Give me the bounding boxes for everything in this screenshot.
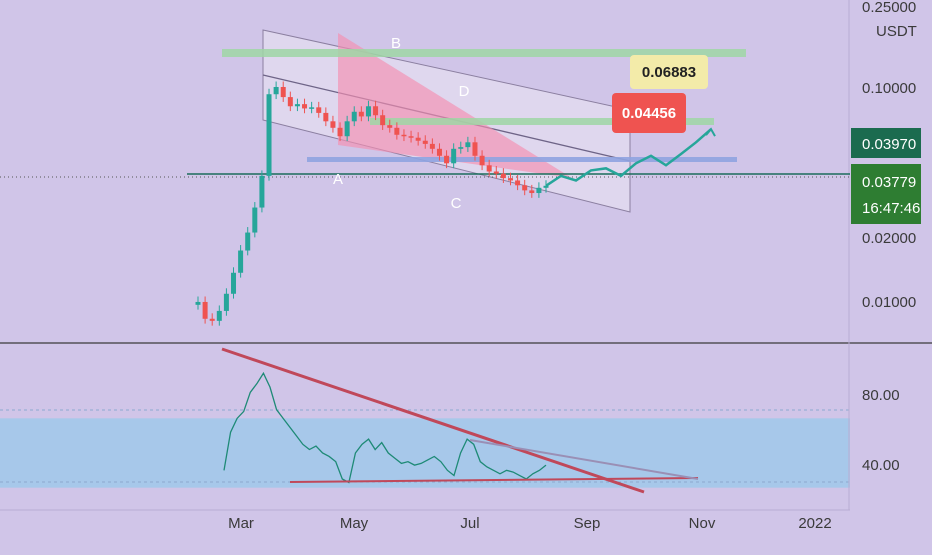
candle-body[interactable]	[472, 142, 478, 156]
candle-body[interactable]	[529, 190, 535, 194]
candle-body[interactable]	[309, 107, 315, 109]
time-label-jul: Jul	[460, 515, 479, 532]
time-label-sep: Sep	[574, 515, 601, 532]
rsi-resistance-trendline[interactable]	[221, 347, 645, 494]
candle-body[interactable]	[451, 148, 457, 164]
rsi-support-trendline[interactable]	[289, 477, 699, 483]
candle-body[interactable]	[323, 112, 329, 122]
time-label-nov: Nov	[689, 515, 716, 532]
candle-body[interactable]	[422, 140, 428, 144]
current-price-value: 0.03970	[862, 136, 916, 153]
rsi-line[interactable]	[223, 371, 547, 484]
candle-body[interactable]	[223, 293, 229, 311]
price-tick-0: 0.25000	[862, 0, 916, 16]
target-low-value: 0.04456	[622, 105, 676, 122]
candles	[195, 81, 549, 326]
target-label-low[interactable]: 0.04456	[612, 93, 686, 133]
candle-body[interactable]	[429, 143, 435, 149]
candle-body[interactable]	[465, 142, 471, 148]
candle-body[interactable]	[493, 171, 499, 174]
time-label-2022: 2022	[798, 515, 831, 532]
candle-body[interactable]	[266, 94, 272, 176]
candle-body[interactable]	[351, 111, 357, 122]
candle-body[interactable]	[216, 310, 222, 321]
candle-body[interactable]	[436, 148, 442, 156]
candle-body[interactable]	[500, 173, 506, 179]
support-band-blue[interactable]	[307, 157, 737, 162]
last-price-value: 0.03779	[862, 174, 916, 191]
candle-body[interactable]	[415, 137, 421, 141]
last-price-badge[interactable]: 0.03779 16:47:46	[851, 164, 921, 224]
projection-arrowhead	[705, 127, 716, 137]
candle-body[interactable]	[543, 185, 549, 188]
candle-body[interactable]	[387, 125, 393, 128]
resistance-band-top[interactable]	[222, 49, 746, 57]
projection-path[interactable]	[545, 128, 712, 187]
wave-label-c[interactable]: C	[451, 195, 462, 212]
rsi-tick-80: 80.00	[862, 387, 900, 404]
resistance-band-mid[interactable]	[370, 118, 714, 125]
candle-body[interactable]	[408, 136, 414, 138]
candle-body[interactable]	[337, 127, 343, 137]
target-label-high[interactable]: 0.06883	[630, 55, 708, 89]
candle-body[interactable]	[458, 147, 464, 149]
candle-body[interactable]	[231, 272, 237, 294]
candle-body[interactable]	[507, 178, 513, 181]
candle-body[interactable]	[202, 301, 208, 319]
candle-body[interactable]	[280, 86, 286, 98]
time-label-may: May	[340, 515, 369, 532]
candle-body[interactable]	[209, 318, 215, 321]
candle-body[interactable]	[444, 155, 450, 164]
wave-label-a[interactable]: A	[333, 171, 343, 188]
candle-body[interactable]	[294, 104, 300, 107]
candle-body[interactable]	[302, 104, 308, 109]
countdown-timer: 16:47:46	[862, 200, 920, 217]
candle-body[interactable]	[536, 187, 542, 194]
candle-body[interactable]	[238, 250, 244, 273]
candle-body[interactable]	[401, 134, 407, 137]
rsi-tick-40: 40.00	[862, 457, 900, 474]
candle-body[interactable]	[273, 86, 279, 95]
candle-body[interactable]	[358, 111, 364, 117]
rsi-wedge-line[interactable]	[469, 439, 699, 480]
current-price-badge[interactable]: 0.03970	[851, 128, 921, 158]
rsi-series-group	[223, 371, 547, 484]
target-high-value: 0.06883	[642, 64, 696, 81]
candle-body[interactable]	[316, 107, 322, 113]
candle-body[interactable]	[330, 121, 336, 128]
wave-label-d[interactable]: D	[459, 83, 470, 100]
projection-path-group	[545, 127, 716, 187]
falling-wedge[interactable]	[338, 33, 572, 178]
candle-body[interactable]	[287, 97, 293, 107]
price-tick-3: 0.01000	[862, 294, 916, 311]
candle-body[interactable]	[195, 301, 201, 305]
price-unit-label: USDT	[876, 23, 917, 40]
candle-body[interactable]	[394, 127, 400, 135]
candle-body[interactable]	[479, 155, 485, 166]
time-label-mar: Mar	[228, 515, 254, 532]
wave-label-b[interactable]: B	[391, 35, 401, 52]
price-tick-1: 0.10000	[862, 80, 916, 97]
candle-body[interactable]	[259, 175, 265, 208]
candle-body[interactable]	[515, 180, 521, 186]
candle-body[interactable]	[373, 106, 379, 116]
candle-body[interactable]	[380, 115, 386, 126]
candle-body[interactable]	[486, 165, 492, 172]
candle-body[interactable]	[245, 232, 251, 251]
candle-body[interactable]	[365, 106, 371, 117]
candle-body[interactable]	[522, 185, 528, 191]
candle-body[interactable]	[344, 121, 350, 137]
price-tick-2: 0.02000	[862, 230, 916, 247]
candle-body[interactable]	[252, 207, 258, 233]
rsi-band	[0, 418, 850, 488]
